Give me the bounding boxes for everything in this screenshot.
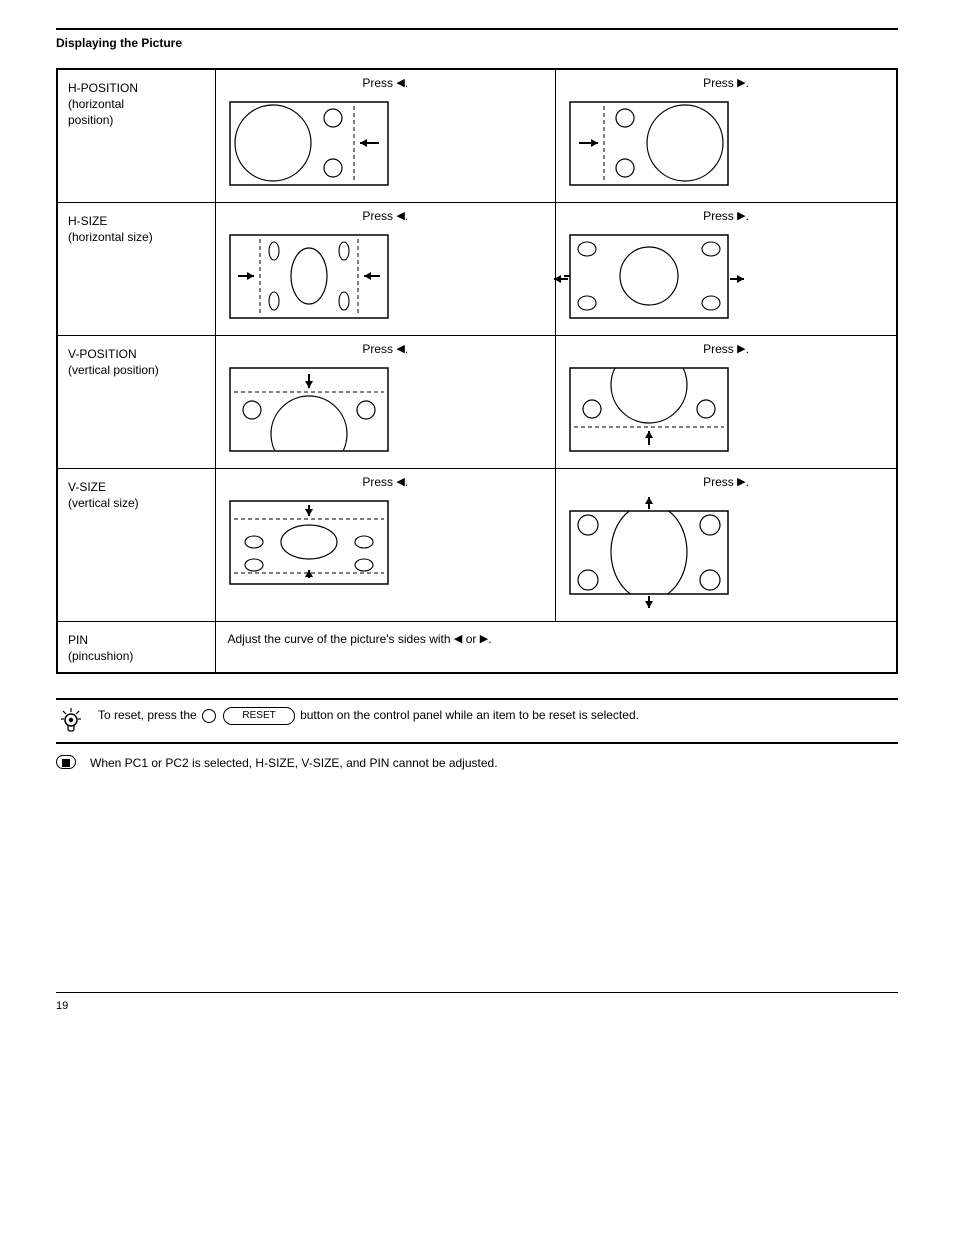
label-v-size: V-SIZE (vertical size) — [57, 469, 215, 622]
diagram-vpos-right — [564, 362, 734, 457]
left-arrow-icon: ◀ — [396, 78, 404, 89]
geometry-adjust-table: H-POSITION (horizontal position) Press ◀… — [56, 68, 898, 674]
cell-hpos-left: Press ◀. — [215, 69, 556, 203]
caption: Press ▶. — [564, 209, 888, 223]
row-v-position: V-POSITION (vertical position) Press ◀. … — [57, 336, 897, 469]
cell-vpos-right: Press ▶. — [556, 336, 897, 469]
row-v-size: V-SIZE (vertical size) Press ◀. — [57, 469, 897, 622]
diagram-hsize-right-clean — [549, 232, 749, 327]
caption: Press ◀. — [224, 342, 548, 356]
footer-rule — [56, 992, 898, 993]
caption: Press ▶. — [564, 475, 888, 489]
note-text: When PC1 or PC2 is selected, H-SIZE, V-S… — [90, 754, 498, 772]
cell-vsize-left: Press ◀. — [215, 469, 556, 622]
section-title: Displaying the Picture — [56, 36, 898, 50]
button-dot-icon — [202, 709, 216, 723]
caption: Press ◀. — [224, 209, 548, 223]
reset-button-label: RESET — [223, 707, 294, 725]
page-number: 19 — [56, 1000, 68, 1012]
hint-block: To reset, press the RESET button on the … — [56, 698, 898, 744]
note-icon — [56, 755, 76, 769]
label-h-position: H-POSITION (horizontal position) — [57, 69, 215, 203]
note-block: When PC1 or PC2 is selected, H-SIZE, V-S… — [56, 754, 898, 772]
row-h-position: H-POSITION (horizontal position) Press ◀… — [57, 69, 897, 203]
right-arrow-icon: ▶ — [737, 344, 745, 355]
diagram-hpos-right — [564, 96, 734, 191]
footer: 19 — [56, 1000, 898, 1012]
right-arrow-icon: ▶ — [737, 211, 745, 222]
diagram-vsize-right — [564, 495, 734, 610]
cell-vpos-left: Press ◀. — [215, 336, 556, 469]
left-arrow-icon: ◀ — [396, 477, 404, 488]
caption: Press ◀. — [224, 475, 548, 489]
label-pin: PIN (pincushion) — [57, 622, 215, 674]
caption: Press ▶. — [564, 342, 888, 356]
left-arrow-icon: ◀ — [396, 211, 404, 222]
right-arrow-icon: ▶ — [480, 634, 488, 645]
left-arrow-icon: ◀ — [396, 344, 404, 355]
diagram-vpos-left — [224, 362, 394, 457]
right-arrow-icon: ▶ — [737, 477, 745, 488]
label-h-size: H-SIZE (horizontal size) — [57, 203, 215, 336]
right-arrow-icon: ▶ — [737, 78, 745, 89]
cell-hpos-right: Press ▶. — [556, 69, 897, 203]
hint-text: To reset, press the RESET button on the … — [98, 706, 639, 725]
caption: Press ▶. — [564, 76, 888, 90]
diagram-vsize-left — [224, 495, 394, 590]
label-v-position: V-POSITION (vertical position) — [57, 336, 215, 469]
diagram-hpos-left — [224, 96, 394, 191]
pin-text: Adjust the curve of the picture's sides … — [228, 632, 492, 646]
diagram-hsize-left — [224, 229, 394, 324]
header-rule — [56, 28, 898, 30]
row-pin: PIN (pincushion) Adjust the curve of the… — [57, 622, 897, 674]
cell-pin-note: Adjust the curve of the picture's sides … — [215, 622, 897, 674]
left-arrow-icon: ◀ — [454, 634, 462, 645]
cell-hsize-left: Press ◀. — [215, 203, 556, 336]
cell-hsize-right: Press ▶. — [556, 203, 897, 336]
lightbulb-icon — [60, 708, 82, 734]
row-h-size: H-SIZE (horizontal size) Press ◀. Press … — [57, 203, 897, 336]
cell-vsize-right: Press ▶. — [556, 469, 897, 622]
caption: Press ◀. — [224, 76, 548, 90]
